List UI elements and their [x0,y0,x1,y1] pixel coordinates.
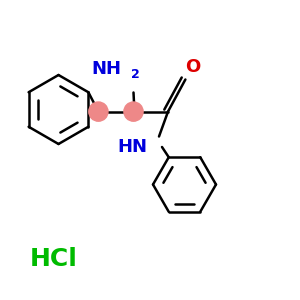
Text: O: O [185,58,200,76]
Text: HN: HN [117,138,147,156]
Text: NH: NH [92,60,122,78]
Circle shape [89,102,108,121]
Text: 2: 2 [130,68,139,81]
Circle shape [124,102,143,121]
Text: HCl: HCl [30,248,78,272]
